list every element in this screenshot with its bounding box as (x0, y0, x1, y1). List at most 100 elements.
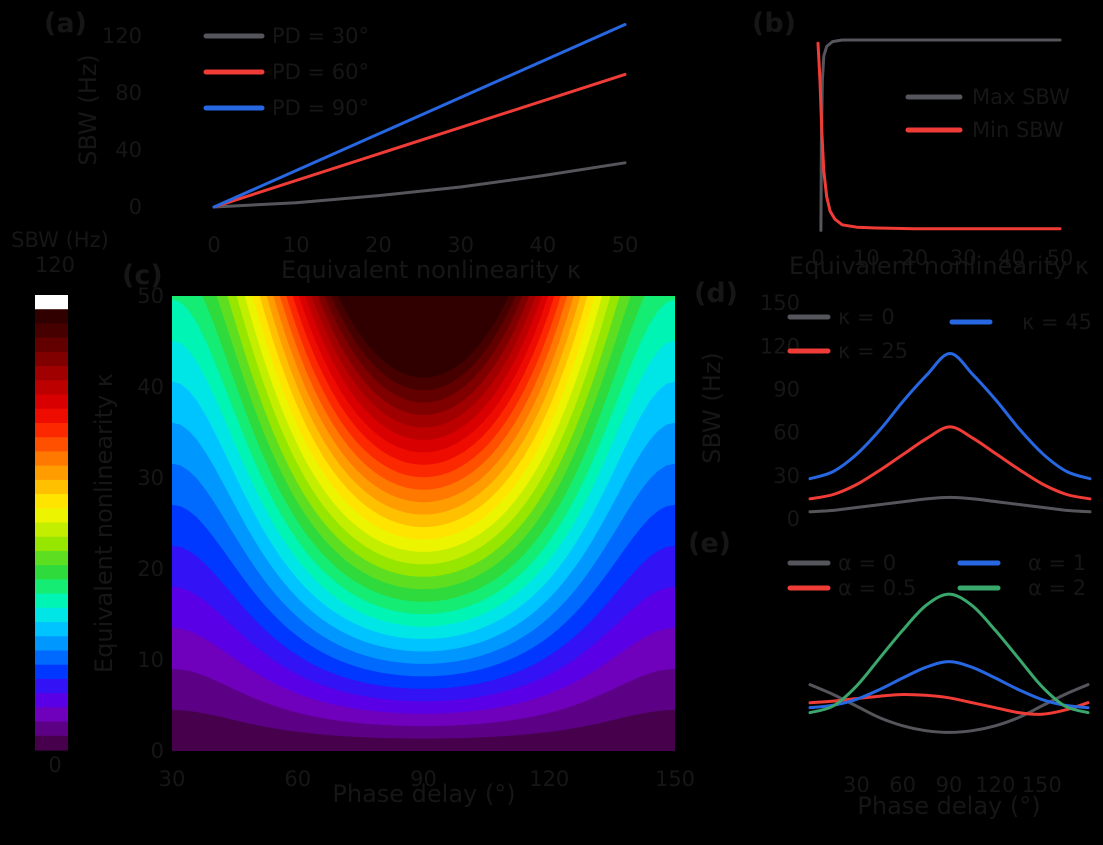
colorbar-segment (35, 522, 68, 538)
colorbar-segment (35, 721, 68, 737)
colorbar-segment (35, 451, 68, 467)
y-tick-label: 20 (137, 557, 164, 581)
axis-label-x-panel-e: Phase delay (°) (857, 792, 1041, 820)
panel-label-b: (b) (752, 8, 797, 39)
colorbar-segment (35, 536, 68, 552)
panel-c: 30 60 90 120 150 0 10 20 30 40 50 (35, 284, 695, 791)
series-line (808, 425, 1092, 501)
x-tick-label: 10 (853, 246, 880, 270)
contour-band (338, 296, 509, 378)
series-line (212, 23, 627, 209)
series-line (816, 41, 1062, 231)
colorbar-title: SBW (Hz) (11, 228, 109, 252)
y-tick-label: 0 (787, 507, 800, 531)
colorbar-bottom-tick: 0 (48, 753, 62, 777)
panel-label-c: (c) (122, 260, 163, 291)
x-tick-label: 120 (975, 773, 1015, 797)
legend-entry: PD = 60° (203, 60, 369, 84)
axis-label-x-panel-b: Equivalent nonlinearity κ (789, 252, 1089, 280)
x-tick-label: 40 (529, 233, 556, 257)
legend-entry: α = 0.5 (787, 576, 916, 600)
y-tick-label: 40 (137, 375, 164, 399)
x-tick-label: 20 (901, 246, 928, 270)
y-tick-label: 30 (773, 464, 800, 488)
x-tick-label: 0 (207, 233, 220, 257)
colorbar-segment (35, 494, 68, 509)
x-tick-label: 50 (1047, 246, 1074, 270)
colorbar-segment (35, 678, 68, 694)
legend-label: α = 1 (1028, 551, 1086, 575)
series-line (212, 72, 627, 209)
x-tick-label: 30 (843, 773, 870, 797)
legend-entry: PD = 30° (203, 24, 369, 48)
panel-a: 0 10 20 30 40 50 0 40 80 120 PD = 30° PD = 60° PD = … (102, 23, 639, 257)
y-tick-label: 40 (115, 138, 142, 162)
colorbar-segment (35, 437, 68, 453)
x-tick-label: 30 (447, 233, 474, 257)
legend-label: Max SBW (972, 85, 1070, 109)
colorbar-segment (35, 579, 68, 595)
axis-label-y-panel-c: Equivalent nonlinearity κ (90, 373, 118, 673)
axis-label-x-panel-a: Equivalent nonlinearity κ (281, 256, 581, 284)
colorbar-segment (35, 735, 68, 751)
legend-label: Min SBW (972, 118, 1064, 142)
panel-d: 0 30 60 90 120 150 κ = 0 κ = 25 κ = 45 (760, 291, 1092, 531)
colorbar-segment (35, 394, 68, 410)
series-line (808, 495, 1092, 514)
y-tick-label: 30 (137, 466, 164, 490)
colorbar-segment (35, 550, 68, 566)
x-tick-label: 60 (889, 773, 916, 797)
x-tick-label: 150 (1022, 773, 1062, 797)
legend-label: α = 0 (838, 551, 896, 575)
legend-entry: Max SBW (905, 85, 1070, 109)
colorbar-segment (35, 508, 68, 524)
legend-label: α = 2 (1028, 576, 1086, 600)
legend-entry: κ = 45 (949, 310, 1092, 334)
colorbar-segment (35, 309, 68, 325)
colorbar-segment (35, 479, 68, 495)
legend-label: κ = 0 (838, 305, 895, 329)
y-tick-label: 50 (137, 284, 164, 308)
x-tick-label: 30 (950, 246, 977, 270)
y-tick-label: 120 (102, 24, 142, 48)
legend-entry: α = 1 (957, 551, 1086, 575)
colorbar-segment (35, 323, 68, 339)
colorbar-segment (35, 636, 68, 652)
series-line (808, 660, 1090, 710)
colorbar-segment (35, 465, 68, 481)
colorbar-segment (35, 295, 68, 310)
panel-e: 30 60 90 120 150 α = 0α = 0.5 α = 1α = 2 (787, 551, 1090, 797)
colorbar-segment (35, 351, 68, 367)
y-tick-label: 60 (773, 421, 800, 445)
colorbar-segment (35, 337, 68, 353)
colorbar-segment (35, 707, 68, 723)
y-tick-label: 90 (773, 378, 800, 402)
legend-label: κ = 45 (1022, 310, 1092, 334)
axis-label-y-panel-a: SBW (Hz) (74, 54, 102, 166)
colorbar-top-tick: 120 (34, 253, 76, 277)
panel-label-a: (a) (44, 8, 87, 39)
legend-label: PD = 60° (272, 60, 369, 84)
legend-label: κ = 25 (838, 339, 908, 363)
legend-label: PD = 30° (272, 24, 369, 48)
colorbar-segment (35, 650, 68, 666)
legend-entry: α = 2 (957, 576, 1086, 600)
legend-label: PD = 90° (272, 96, 369, 120)
x-tick-label: 90 (936, 773, 963, 797)
panel-b: 0 10 20 30 40 50 Max SBW Min SBW (811, 38, 1074, 270)
x-tick-label: 50 (612, 233, 639, 257)
colorbar-segment (35, 607, 68, 623)
x-tick-label: 30 (159, 767, 186, 791)
y-tick-label: 150 (760, 291, 800, 315)
x-tick-label: 20 (365, 233, 392, 257)
contour-bands (172, 296, 675, 751)
colorbar-segment (35, 664, 68, 680)
x-tick-label: 0 (811, 246, 824, 270)
colorbar-segment (35, 565, 68, 580)
x-tick-label: 150 (655, 767, 695, 791)
colorbar-segment (35, 422, 68, 438)
legend-entry: Min SBW (905, 118, 1064, 142)
y-tick-label: 120 (760, 334, 800, 358)
